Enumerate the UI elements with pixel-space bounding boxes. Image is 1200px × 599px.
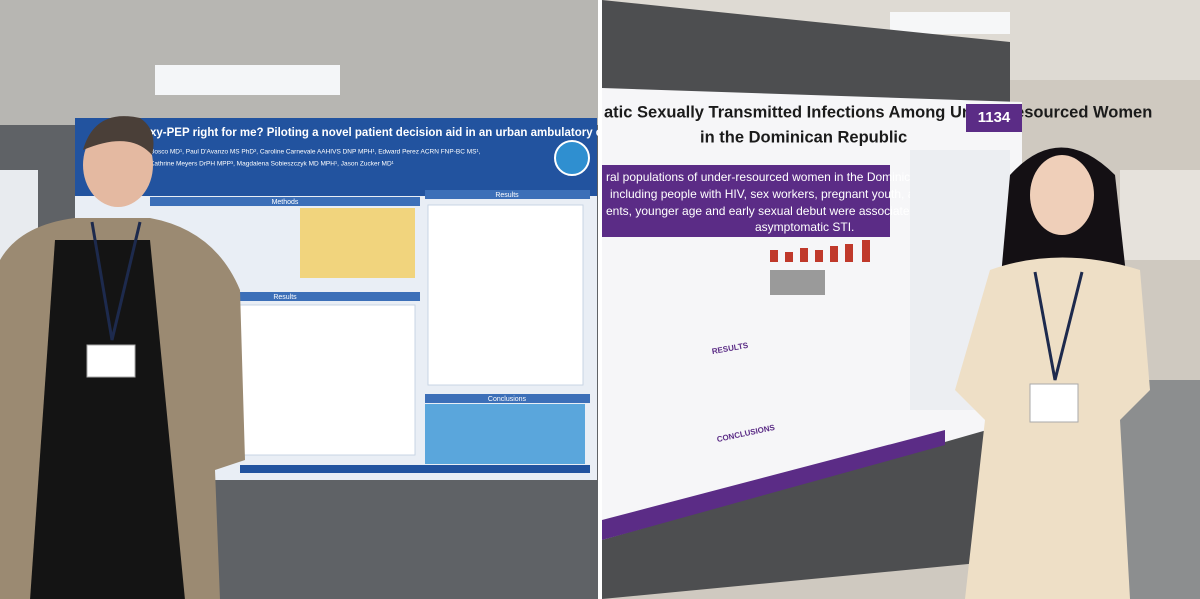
carpet — [1120, 380, 1200, 599]
section-bar — [425, 394, 590, 403]
person-dress — [955, 257, 1150, 599]
poster-authors: Kathrine Meyers DrPH MPP³, Magdalena Sob… — [150, 161, 395, 168]
lanyard — [1033, 271, 1084, 381]
name-badge — [1029, 383, 1079, 423]
poster-title: xy-PEP right for me? Piloting a novel pa… — [150, 127, 626, 139]
poster-number: 1134 — [978, 109, 1011, 126]
key-finding: including people with HIV, sex workers, … — [610, 187, 928, 201]
poster-logo — [554, 140, 590, 176]
person-face — [83, 123, 153, 207]
section-heading: Results — [273, 294, 297, 301]
poster-footer — [240, 465, 590, 473]
section-heading: Methods — [272, 199, 299, 206]
name-badge — [86, 344, 136, 378]
results-table — [229, 304, 416, 456]
section-heading: Results — [495, 192, 519, 199]
results-table — [427, 204, 584, 386]
poster-footer — [602, 430, 945, 540]
ceiling-light — [890, 12, 1010, 34]
ceiling-light — [155, 65, 340, 95]
person-face — [1030, 155, 1094, 235]
ceiling — [0, 0, 598, 125]
key-finding: ents, younger age and early sexual debut… — [606, 204, 941, 218]
key-finding-box — [602, 165, 890, 237]
poster-chart — [770, 240, 870, 295]
poster-number-box — [966, 104, 1022, 132]
key-finding: ral populations of under-resourced women… — [606, 170, 924, 184]
right-photo: atic Sexually Transmitted Infections Amo… — [602, 0, 1200, 599]
poster-header — [75, 118, 597, 196]
poster-title: atic Sexually Transmitted Infections Amo… — [604, 103, 1152, 121]
person-dress — [30, 240, 185, 599]
section-bar — [150, 197, 420, 206]
background-area — [1120, 170, 1200, 260]
section-bar — [150, 292, 420, 301]
key-finding: asymptomatic STI. — [755, 220, 854, 234]
methods-figure — [300, 208, 415, 278]
divider — [598, 0, 602, 599]
section-bar — [425, 190, 590, 199]
person-hair — [83, 116, 154, 155]
poster-authors: Bosco MD¹, Paul D'Avanzo MS PhD², Caroli… — [150, 149, 481, 156]
poster-title: in the Dominican Republic — [700, 128, 907, 146]
section-heading: Conclusions — [488, 396, 527, 403]
lanyard — [90, 221, 142, 341]
left-photo: xy-PEP right for me? Piloting a novel pa… — [0, 0, 626, 599]
conclusion-box — [425, 404, 585, 464]
